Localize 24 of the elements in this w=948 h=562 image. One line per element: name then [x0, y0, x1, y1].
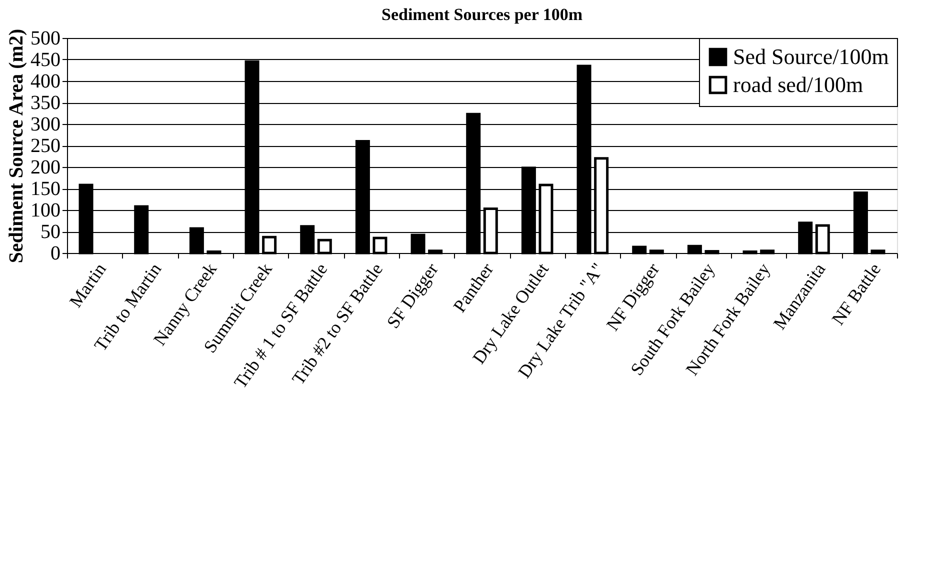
- y-tick-label: 500: [30, 28, 60, 50]
- legend-label: Sed Source/100m: [733, 44, 889, 69]
- y-tick-label: 100: [30, 200, 60, 222]
- y-tick-label: 350: [30, 92, 60, 114]
- legend-label: road sed/100m: [733, 72, 864, 97]
- bar: [687, 244, 702, 254]
- y-tick-label: 250: [30, 135, 60, 157]
- bar: [870, 250, 886, 254]
- bar: [428, 250, 443, 254]
- bar: [317, 238, 332, 254]
- bar: [760, 250, 775, 254]
- bar: [649, 250, 664, 254]
- bar: [262, 236, 277, 254]
- y-tick-label: 50: [40, 221, 60, 243]
- y-tick-label: 450: [30, 49, 60, 71]
- bar: [372, 236, 388, 254]
- y-tick-label: 0: [50, 242, 60, 264]
- y-tick-label: 400: [30, 70, 60, 92]
- y-tick-label: 200: [30, 156, 60, 178]
- y-axis-title: Sediment Source Area (m2): [6, 28, 28, 264]
- chart-title: Sediment Sources per 100m: [381, 4, 583, 24]
- y-tick-label: 300: [30, 114, 60, 136]
- y-tick-label: 150: [30, 178, 60, 200]
- bar: [632, 246, 647, 254]
